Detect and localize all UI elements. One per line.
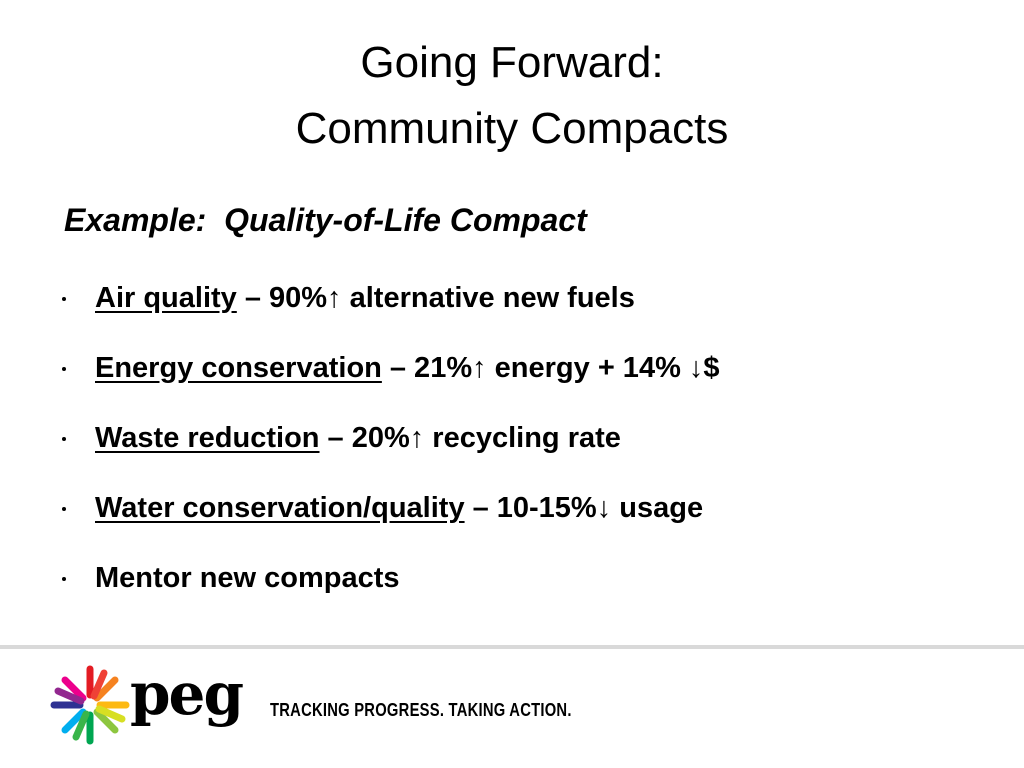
bullet-label: Air quality	[95, 282, 237, 314]
bullet-text: Mentor new compacts	[95, 562, 400, 594]
logo-burst	[50, 665, 130, 745]
bullet-text: – 10-15%↓ usage	[472, 492, 704, 524]
title-line: Community Compacts	[295, 104, 729, 153]
tagline: TRACKING PROGRESS. TAKING ACTION.	[270, 700, 572, 720]
separator	[0, 645, 1024, 649]
bullet-text: – 21%↑ energy + 14% ↓$	[389, 352, 720, 384]
bullet-label: Water conservation/quality	[95, 492, 465, 524]
bullet-item: Energy conservation – 21%↑ energy + 14% ↓…	[62, 348, 720, 418]
bullet-label: Energy conservation	[95, 352, 382, 384]
bullet-label: Waste reduction	[95, 422, 320, 454]
bullet-item: Waste reduction – 20%↑ recycling rate	[62, 418, 720, 488]
bullet-text: – 20%↑ recycling rate	[327, 422, 621, 454]
bullet-text: – 90%↑ alternative new fuels	[244, 282, 635, 314]
subtitle: Example: Quality-of-Life Compact	[64, 202, 587, 238]
bullet-item: Air quality – 90%↑ alternative new fuels	[62, 278, 720, 348]
slide-title: Going Forward: Community Compacts	[0, 30, 1024, 162]
bullet-item: Mentor new compacts	[62, 558, 720, 628]
bullet-item: Water conservation/quality – 10-15%↓ usag…	[62, 488, 720, 558]
title-line: Going Forward:	[360, 38, 664, 87]
logo-text: peg	[130, 660, 244, 728]
bullet-list: Air quality – 90%↑ alternative new fuels E…	[62, 278, 720, 628]
